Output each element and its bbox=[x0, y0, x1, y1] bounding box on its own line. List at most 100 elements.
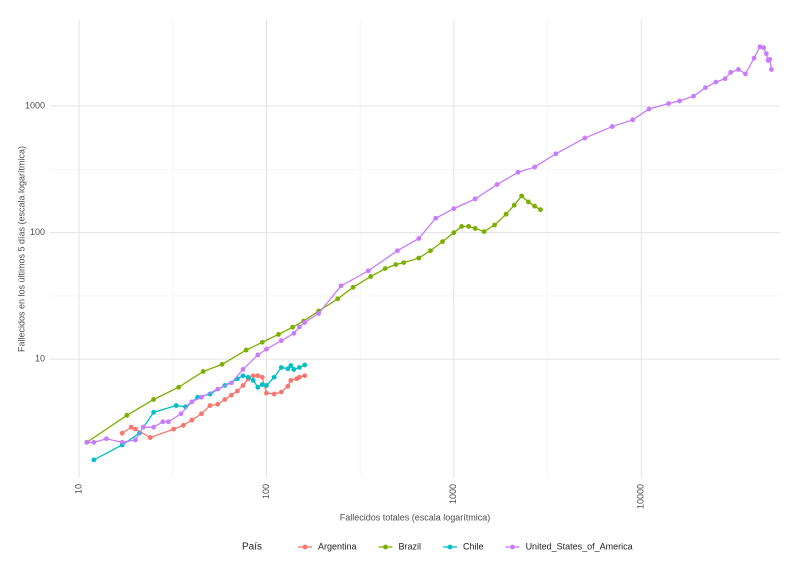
legend-label: Chile bbox=[463, 541, 484, 551]
point bbox=[245, 374, 251, 380]
x-tick-label: 10 bbox=[73, 484, 83, 494]
point bbox=[189, 417, 195, 423]
point bbox=[285, 383, 291, 389]
point bbox=[235, 388, 240, 394]
point bbox=[532, 164, 538, 170]
point bbox=[691, 93, 696, 99]
point bbox=[302, 373, 308, 379]
point bbox=[250, 373, 256, 379]
point bbox=[511, 202, 517, 208]
point bbox=[382, 266, 388, 272]
point bbox=[166, 419, 171, 425]
point bbox=[84, 439, 90, 445]
point bbox=[416, 236, 422, 241]
point bbox=[215, 401, 221, 407]
point bbox=[677, 98, 682, 104]
legend-swatch-point bbox=[383, 544, 388, 550]
point bbox=[199, 411, 204, 417]
point bbox=[151, 397, 157, 402]
point bbox=[180, 422, 186, 428]
point bbox=[104, 436, 109, 442]
point bbox=[769, 67, 774, 72]
point bbox=[297, 324, 302, 330]
legend-label: Argentina bbox=[318, 541, 357, 551]
point bbox=[278, 338, 284, 344]
point bbox=[119, 430, 125, 436]
legend-label: United_States_of_America bbox=[526, 541, 633, 551]
point bbox=[368, 274, 374, 279]
point bbox=[481, 229, 487, 234]
point bbox=[222, 397, 228, 402]
point bbox=[440, 239, 445, 245]
point bbox=[763, 51, 769, 57]
point bbox=[290, 324, 296, 330]
point bbox=[176, 384, 182, 390]
point bbox=[365, 268, 371, 274]
y-tick-label: 10 bbox=[35, 354, 45, 364]
point bbox=[240, 373, 246, 379]
legend-swatch-point bbox=[302, 544, 308, 550]
point bbox=[291, 367, 297, 372]
y-tick-label: 100 bbox=[30, 227, 45, 237]
y-tick-label: 1000 bbox=[25, 101, 45, 111]
point bbox=[147, 435, 153, 440]
point bbox=[316, 311, 322, 316]
point bbox=[532, 203, 538, 209]
series-line bbox=[121, 375, 305, 439]
point bbox=[451, 206, 457, 212]
point bbox=[582, 135, 588, 141]
point bbox=[472, 226, 478, 231]
point bbox=[459, 224, 465, 229]
point bbox=[240, 367, 246, 372]
point bbox=[285, 366, 291, 372]
point bbox=[393, 262, 399, 267]
point bbox=[519, 193, 525, 199]
point bbox=[160, 419, 166, 425]
point bbox=[538, 207, 543, 213]
point bbox=[761, 45, 767, 51]
legend-swatch-point bbox=[510, 544, 515, 550]
x-axis-title: Fallecidos totales (escala logarítmica) bbox=[340, 512, 491, 522]
x-tick-label: 10000 bbox=[636, 484, 646, 509]
point bbox=[472, 196, 478, 202]
y-axis-title: Fallecidos en los últimos 5 días (escala… bbox=[16, 146, 26, 352]
point bbox=[395, 248, 400, 254]
point bbox=[140, 424, 146, 430]
point bbox=[416, 255, 422, 261]
point bbox=[338, 283, 344, 289]
point bbox=[291, 330, 297, 336]
point bbox=[199, 394, 204, 400]
point bbox=[133, 426, 138, 432]
legend-swatch-point bbox=[447, 544, 453, 550]
point bbox=[335, 296, 341, 302]
point bbox=[278, 365, 284, 370]
point bbox=[515, 169, 521, 175]
point bbox=[609, 124, 615, 129]
point bbox=[119, 439, 125, 445]
point bbox=[492, 222, 498, 228]
point bbox=[271, 391, 277, 397]
point bbox=[757, 44, 763, 50]
point bbox=[91, 457, 97, 463]
point bbox=[171, 426, 177, 432]
point bbox=[503, 211, 509, 217]
point bbox=[728, 69, 734, 75]
legend-label: Brazil bbox=[399, 541, 422, 551]
point bbox=[228, 380, 234, 386]
point bbox=[219, 361, 225, 367]
point bbox=[271, 374, 277, 380]
point bbox=[703, 85, 708, 91]
x-tick-label: 100 bbox=[261, 484, 271, 499]
point bbox=[200, 369, 206, 374]
point bbox=[215, 386, 221, 392]
point bbox=[250, 377, 256, 383]
point bbox=[207, 403, 213, 408]
point bbox=[255, 373, 261, 379]
point bbox=[259, 339, 265, 345]
point bbox=[713, 79, 719, 85]
x-tick-label: 1000 bbox=[448, 484, 458, 504]
point bbox=[288, 363, 294, 368]
point bbox=[466, 224, 472, 229]
point bbox=[264, 346, 269, 352]
